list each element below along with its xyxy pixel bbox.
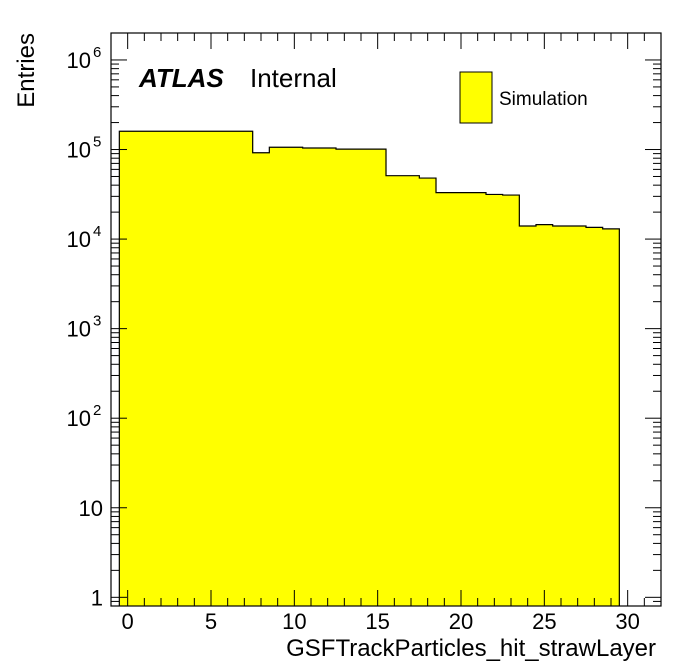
y-tick-label: 1 bbox=[91, 585, 103, 610]
y-tick-exponent: 5 bbox=[93, 134, 101, 151]
histogram-bar bbox=[186, 131, 204, 606]
y-tick-label: 10 bbox=[67, 227, 91, 252]
internal-label: Internal bbox=[250, 63, 337, 93]
histogram-bar bbox=[202, 131, 220, 606]
histogram-bar bbox=[286, 147, 304, 606]
histogram-bar bbox=[569, 225, 587, 607]
x-tick-labels: 0 5 10 15 20 25 30 bbox=[122, 609, 640, 634]
y-tick-exponent: 4 bbox=[93, 223, 101, 240]
histogram-bar bbox=[402, 175, 420, 606]
histogram-bar bbox=[319, 147, 337, 606]
histogram-bar bbox=[236, 131, 254, 606]
histogram-bar bbox=[269, 147, 287, 606]
histogram-bar bbox=[602, 228, 620, 606]
histogram-bar bbox=[352, 149, 370, 606]
histogram-bar bbox=[436, 192, 454, 606]
histogram-bar bbox=[502, 195, 520, 606]
x-tick-label: 5 bbox=[205, 609, 217, 634]
histogram-bars bbox=[119, 131, 620, 607]
x-tick-label: 25 bbox=[532, 609, 556, 634]
legend-swatch bbox=[459, 71, 493, 124]
histogram-bar bbox=[586, 227, 604, 606]
y-tick-exponent: 2 bbox=[93, 402, 101, 419]
y-tick-label: 10 bbox=[67, 48, 91, 73]
y-tick-label: 10 bbox=[67, 138, 91, 163]
histogram-bar bbox=[252, 152, 270, 607]
histogram-bar bbox=[386, 175, 404, 606]
histogram-bar bbox=[302, 147, 320, 606]
histogram-bar bbox=[552, 225, 570, 607]
x-tick-label: 20 bbox=[449, 609, 473, 634]
histogram-bar bbox=[536, 224, 554, 606]
histogram-bar bbox=[469, 192, 487, 606]
histogram-bar bbox=[419, 178, 437, 606]
legend: Simulation bbox=[459, 71, 588, 124]
histogram-bar bbox=[336, 149, 354, 606]
atlas-label: ATLAS bbox=[138, 63, 224, 93]
histogram-bar bbox=[219, 131, 237, 606]
x-tick-label: 30 bbox=[615, 609, 639, 634]
histogram-bar bbox=[152, 131, 170, 606]
x-tick-label: 10 bbox=[282, 609, 306, 634]
x-tick-label: 15 bbox=[365, 609, 389, 634]
histogram-bar bbox=[452, 192, 470, 606]
histogram-bar bbox=[486, 194, 504, 606]
histogram-bar bbox=[136, 131, 154, 606]
histogram-bar bbox=[119, 131, 137, 606]
x-tick-label: 0 bbox=[122, 609, 134, 634]
x-axis-title: GSFTrackParticles_hit_strawLayer bbox=[286, 635, 656, 662]
y-tick-exponent: 6 bbox=[93, 44, 101, 61]
histogram-bar bbox=[519, 225, 537, 607]
y-tick-label: 10 bbox=[67, 406, 91, 431]
legend-entry-simulation: Simulation bbox=[499, 89, 588, 110]
plot-frame bbox=[110, 32, 662, 607]
y-tick-exponent: 3 bbox=[93, 313, 101, 330]
histogram-bar bbox=[369, 149, 387, 606]
axis-ticks bbox=[110, 32, 662, 607]
histogram-bar bbox=[169, 131, 187, 606]
histogram-outline bbox=[118, 130, 620, 606]
y-tick-label: 10 bbox=[79, 496, 103, 521]
y-tick-label: 10 bbox=[67, 317, 91, 342]
y-axis-title: Entries bbox=[13, 33, 40, 108]
